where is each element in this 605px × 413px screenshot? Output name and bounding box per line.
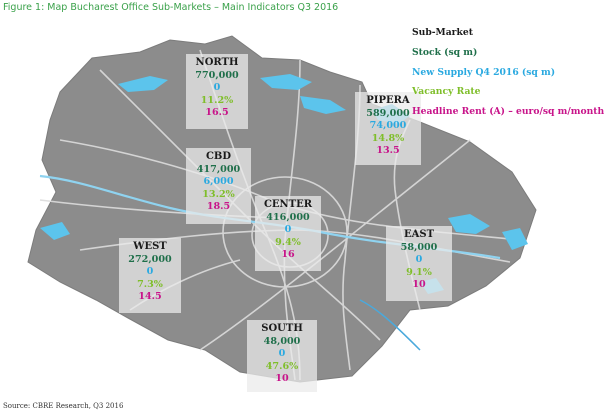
- cbd-vacancy: 13.2%: [202, 188, 235, 200]
- legend-rent: Headline Rent (A) – euro/sq m/month: [412, 106, 605, 118]
- east-box: [386, 226, 452, 301]
- south-rent: 10: [275, 373, 289, 384]
- center-vacancy: 9.4%: [275, 236, 301, 248]
- pipera-name: PIPERA: [366, 95, 410, 106]
- center-rent: 16: [281, 249, 295, 260]
- cbd-box: [186, 148, 251, 224]
- legend-stock: Stock (sq m): [412, 46, 478, 58]
- center-new-supply: 0: [284, 224, 292, 235]
- pipera-stock: 589,000: [366, 107, 410, 119]
- cbd-label: CBD 417,000 6,000 13.2% 18.5: [190, 151, 247, 214]
- center-stock: 416,000: [266, 211, 310, 223]
- source-note: Source: CBRE Research, Q3 2016: [3, 402, 124, 410]
- west-vacancy: 7.3%: [137, 278, 163, 290]
- pipera-new-supply: 74,000: [369, 120, 407, 131]
- east-rent: 10: [412, 279, 426, 290]
- east-vacancy: 9.1%: [406, 266, 432, 278]
- pipera-rent: 13.5: [376, 145, 400, 156]
- north-label: NORTH 770,000 0 11.2% 16.5: [190, 57, 244, 120]
- west-label: WEST 272,000 0 7.3% 14.5: [123, 241, 177, 304]
- pipera-box: [355, 92, 421, 165]
- map-legend: Sub-Market Stock (sq m) New Supply Q4 20…: [412, 23, 604, 122]
- figure-title: Figure 1: Map Bucharest Office Sub-Marke…: [3, 2, 339, 13]
- south-vacancy: 47.6%: [265, 360, 299, 372]
- west-stock: 272,000: [128, 253, 172, 265]
- north-vacancy: 11.2%: [200, 94, 234, 106]
- north-new-supply: 0: [213, 82, 221, 93]
- cbd-rent: 18.5: [206, 201, 231, 212]
- south-name: SOUTH: [261, 323, 303, 334]
- north-rent: 16.5: [205, 107, 229, 118]
- north-box: [186, 54, 248, 129]
- south-new-supply: 0: [278, 348, 286, 359]
- south-label: SOUTH 48,000 0 47.6% 10: [251, 323, 313, 386]
- west-new-supply: 0: [146, 266, 154, 277]
- legend-new-supply: New Supply Q4 2016 (sq m): [412, 66, 556, 78]
- railway: [359, 299, 421, 351]
- pipera-vacancy: 14.8%: [371, 132, 405, 144]
- pipera-label: PIPERA 589,000 74,000 14.8% 13.5: [359, 95, 417, 158]
- cbd-stock: 417,000: [196, 163, 241, 175]
- east-label: EAST 58,000 0 9.1% 10: [390, 229, 448, 292]
- east-name: EAST: [403, 229, 435, 240]
- legend-vacancy: Vacancy Rate: [412, 86, 481, 98]
- cbd-name: CBD: [205, 151, 232, 162]
- legend-submarket: Sub-Market: [412, 27, 473, 38]
- west-box: [119, 238, 181, 313]
- cbd-new-supply: 6,000: [203, 176, 234, 187]
- south-box: [247, 320, 317, 392]
- west-rent: 14.5: [138, 291, 162, 302]
- center-name: CENTER: [263, 199, 313, 210]
- west-name: WEST: [133, 241, 167, 252]
- east-new-supply: 0: [415, 254, 423, 265]
- center-label: CENTER 416,000 0 9.4% 16: [259, 199, 317, 262]
- east-stock: 58,000: [400, 241, 438, 253]
- north-name: NORTH: [195, 57, 239, 68]
- center-box: [255, 196, 321, 271]
- south-stock: 48,000: [263, 335, 301, 347]
- north-stock: 770,000: [195, 69, 239, 81]
